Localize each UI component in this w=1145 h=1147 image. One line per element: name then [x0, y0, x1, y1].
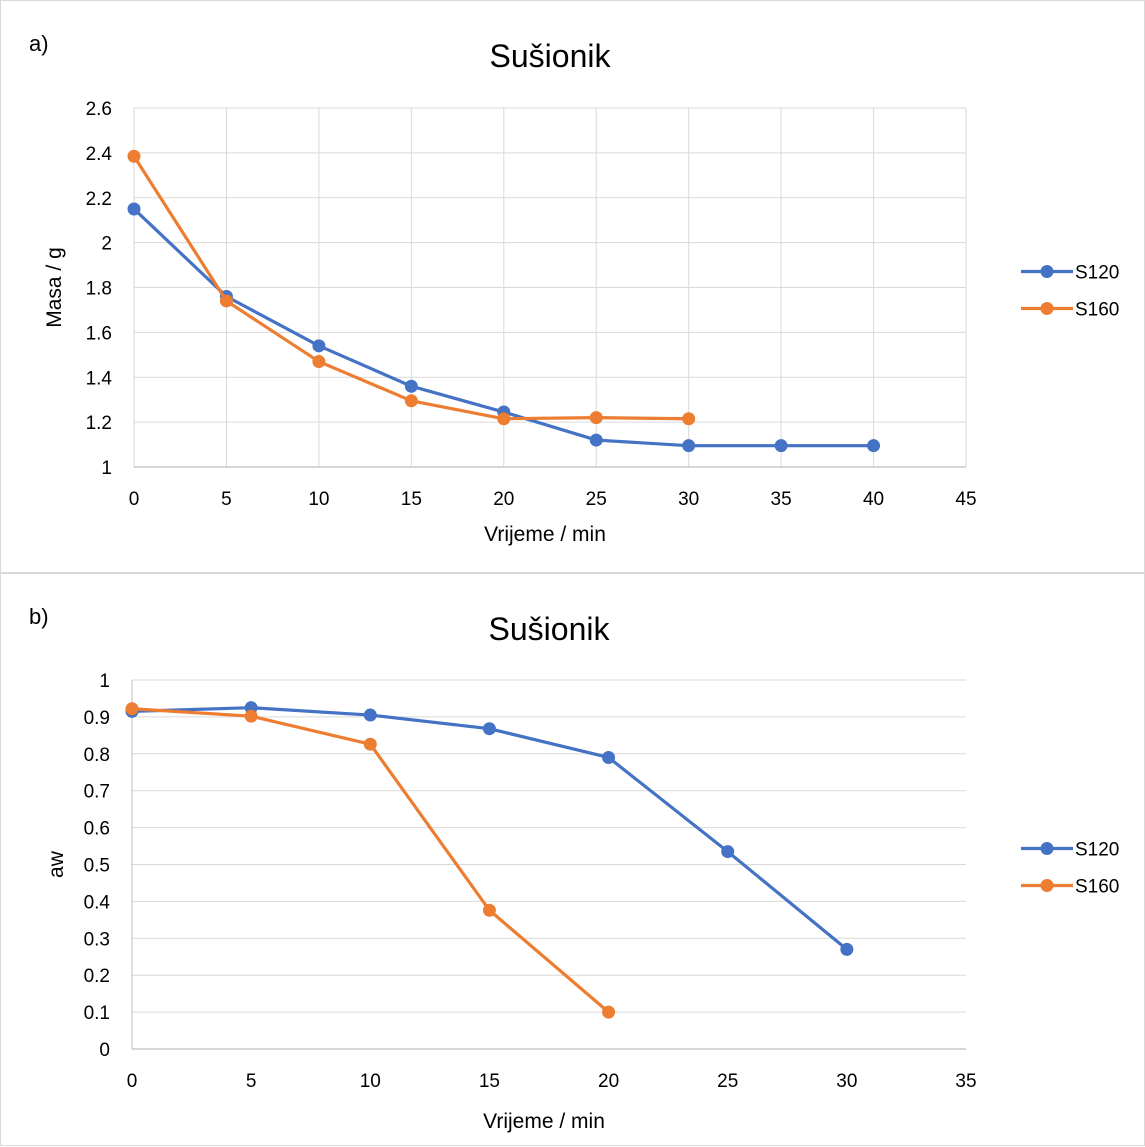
- x-tick-label-b: 35: [955, 1071, 976, 1092]
- data-point-s160-a: [497, 412, 511, 426]
- legend-label-s120-b: S120: [1075, 840, 1119, 861]
- y-tick-label-a: 2.2: [86, 189, 112, 210]
- y-tick-label-b: 0.5: [84, 856, 110, 877]
- x-tick-label-b: 20: [598, 1071, 619, 1092]
- y-tick-label-b: 0.7: [84, 782, 110, 803]
- y-tick-label-b: 0.1: [84, 1003, 110, 1024]
- x-tick-label-b: 10: [360, 1071, 381, 1092]
- panel-label-a: a): [29, 31, 49, 56]
- data-point-s120-b: [363, 708, 377, 722]
- data-point-s160-b: [482, 903, 496, 917]
- y-axis-title-a: Masa / g: [43, 247, 66, 328]
- legend-marker-s120-b: [1040, 842, 1054, 855]
- y-tick-label-b: 0.2: [84, 966, 110, 987]
- data-point-s120-a: [867, 439, 881, 453]
- y-tick-label-b: 0.8: [84, 745, 110, 766]
- y-tick-label-b: 0: [99, 1040, 110, 1061]
- y-tick-label-a: 2: [101, 234, 112, 255]
- x-tick-label-a: 20: [493, 489, 514, 510]
- data-point-s160-b: [125, 702, 139, 716]
- panel-label-b: b): [29, 604, 49, 629]
- data-point-s160-b: [363, 737, 377, 751]
- y-axis-title-b: aw: [45, 850, 68, 878]
- x-tick-label-a: 30: [678, 489, 699, 510]
- data-point-s160-a: [589, 411, 603, 425]
- chart-panel-b: b) Sušionik 0 0.1 0.2 0.3 0.4 0.5 0.6 0.7 0.8 0.9 1…: [0, 573, 1145, 1146]
- data-point-s120-b: [482, 722, 496, 736]
- data-point-s160-a: [682, 412, 696, 426]
- legend-label-s160-a: S160: [1075, 300, 1119, 321]
- x-tick-label-a: 40: [863, 489, 884, 510]
- chart-panel-a: a) Sušionik 1 1.2 1.4 1.6 1.8 2 2.2 2.4 2.6 0 5 10 15…: [0, 0, 1145, 573]
- x-tick-label-b: 5: [246, 1071, 257, 1092]
- x-tick-label-a: 15: [401, 489, 422, 510]
- x-tick-label-b: 25: [717, 1071, 738, 1092]
- y-tick-label-b: 1: [99, 671, 110, 692]
- x-axis-title-a: Vrijeme / min: [484, 523, 606, 546]
- y-tick-label-b: 0.6: [84, 819, 110, 840]
- legend-marker-s160-b: [1040, 879, 1054, 892]
- x-tick-label-b: 0: [127, 1071, 138, 1092]
- y-tick-label-a: 1.4: [86, 368, 113, 389]
- y-tick-label-a: 1: [101, 458, 112, 479]
- legend-label-s120-a: S120: [1075, 263, 1119, 284]
- y-tick-label-a: 2.4: [86, 144, 113, 165]
- data-point-s120-a: [127, 202, 141, 216]
- x-tick-label-a: 10: [308, 489, 329, 510]
- data-point-s120-b: [721, 845, 735, 859]
- x-tick-label-a: 0: [129, 489, 140, 510]
- data-point-s120-b: [602, 750, 616, 764]
- chart-title-a: Sušionik: [490, 38, 612, 74]
- data-point-s120-b: [840, 942, 854, 956]
- x-tick-label-a: 45: [955, 489, 976, 510]
- data-point-s120-a: [589, 433, 603, 447]
- y-tick-label-a: 1.8: [86, 279, 112, 300]
- y-tick-label-a: 1.6: [86, 323, 112, 344]
- y-tick-label-a: 2.6: [86, 99, 112, 120]
- data-point-s160-b: [602, 1005, 616, 1019]
- legend-marker-s160-a: [1040, 302, 1054, 315]
- data-point-s160-b: [244, 709, 258, 723]
- legend-label-s160-b: S160: [1075, 877, 1119, 898]
- x-tick-label-b: 15: [479, 1071, 500, 1092]
- x-tick-label-a: 5: [221, 489, 232, 510]
- x-tick-label-a: 35: [771, 489, 792, 510]
- chart-a-svg: Sušionik 1 1.2 1.4 1.6 1.8 2 2.2 2.4 2.6 0 5 10 15 20 2…: [43, 38, 1119, 546]
- data-point-s160-a: [127, 149, 141, 163]
- x-tick-label-b: 30: [836, 1071, 857, 1092]
- data-point-s160-a: [404, 394, 418, 408]
- y-tick-label-b: 0.3: [84, 929, 110, 950]
- y-tick-label-b: 0.9: [84, 708, 110, 729]
- data-point-s160-a: [312, 355, 326, 369]
- data-point-s120-a: [404, 379, 418, 393]
- x-axis-title-b: Vrijeme / min: [483, 1110, 605, 1133]
- chart-title-b: Sušionik: [489, 611, 611, 647]
- legend-marker-s120-a: [1040, 265, 1054, 278]
- y-tick-label-b: 0.4: [84, 892, 111, 913]
- data-point-s120-a: [774, 439, 788, 453]
- data-point-s120-a: [312, 339, 326, 353]
- data-point-s120-a: [682, 439, 696, 453]
- data-point-s160-a: [219, 294, 233, 308]
- y-tick-label-a: 1.2: [86, 413, 112, 434]
- x-tick-label-a: 25: [586, 489, 607, 510]
